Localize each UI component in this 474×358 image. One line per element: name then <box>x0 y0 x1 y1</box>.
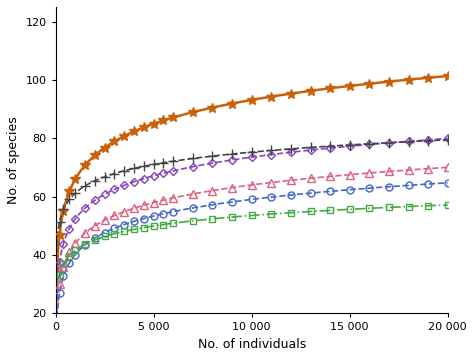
Y-axis label: No. of species: No. of species <box>7 116 20 204</box>
X-axis label: No. of individuals: No. of individuals <box>198 338 306 351</box>
